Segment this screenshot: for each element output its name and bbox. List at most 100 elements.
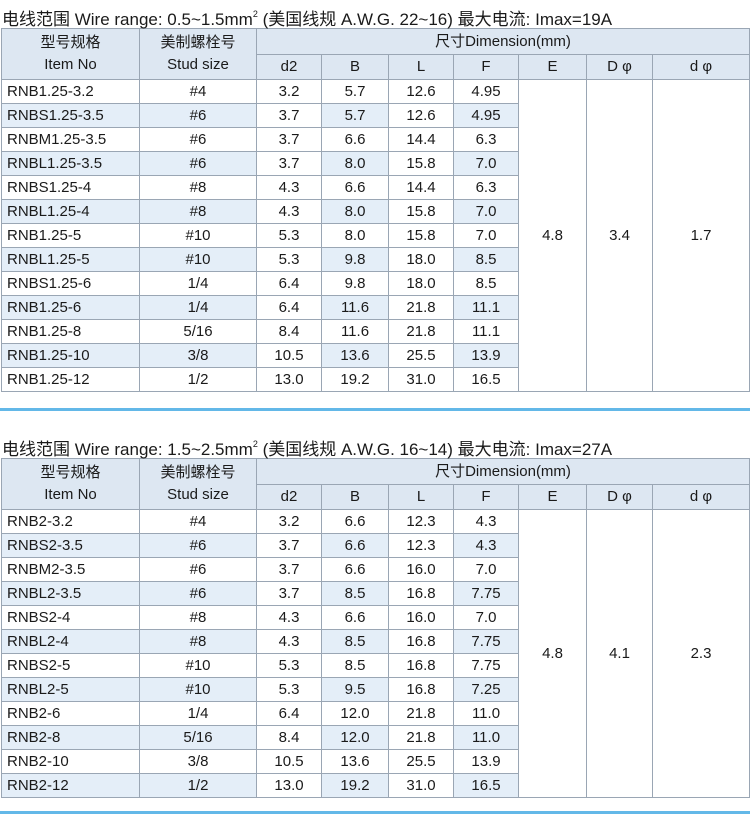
l-cell: 14.4	[388, 175, 454, 200]
table-row: RNB1.25-3.2 #4 3.2 5.7 12.6 4.95 4.8 3.4 1.7	[1, 79, 750, 392]
col-d2: d2	[256, 54, 322, 80]
col-D-phi: D φ	[586, 484, 653, 510]
table-row: RNBL2-5 #10 5.3 9.5 16.8 7.25	[1, 677, 750, 702]
f-cell: 7.0	[453, 557, 519, 582]
item-no-cell: RNBS2-4	[1, 605, 140, 630]
table-row: RNB2-8 5/16 8.4 12.0 21.8 11.0	[1, 725, 750, 750]
b-cell: 8.0	[321, 151, 389, 176]
d2-cell: 6.4	[256, 701, 322, 726]
b-cell: 8.0	[321, 223, 389, 248]
col-E: E	[518, 484, 587, 510]
d-phi-inner-cell: 2.3	[651, 509, 750, 798]
f-cell: 16.5	[453, 367, 519, 392]
l-cell: 31.0	[388, 773, 454, 798]
stud-size-cell: #10	[139, 247, 257, 272]
l-cell: 21.8	[388, 701, 454, 726]
table-row: RNBM1.25-3.5 #6 3.7 6.6 14.4 6.3	[1, 127, 750, 152]
b-cell: 6.6	[321, 533, 389, 558]
stud-size-cell: 1/4	[139, 701, 257, 726]
l-cell: 16.0	[388, 605, 454, 630]
d2-cell: 4.3	[256, 629, 322, 654]
l-cell: 18.0	[388, 271, 454, 296]
d2-cell: 10.5	[256, 343, 322, 368]
section-2: 电线范围 Wire range: 1.5~2.5mm2 (美国线规 A.W.G.…	[0, 430, 750, 798]
item-no-cell: RNB1.25-6	[1, 295, 140, 320]
l-cell: 21.8	[388, 725, 454, 750]
d2-cell: 3.7	[256, 151, 322, 176]
table-row: RNBS2-4 #8 4.3 6.6 16.0 7.0	[1, 605, 750, 630]
col-L: L	[388, 484, 454, 510]
b-cell: 5.7	[321, 103, 389, 128]
item-no-cell: RNB1.25-5	[1, 223, 140, 248]
b-cell: 6.6	[321, 175, 389, 200]
col-D-phi: D φ	[586, 54, 653, 80]
f-cell: 4.95	[453, 103, 519, 128]
dimension-header: 尺寸Dimension(mm)	[255, 458, 750, 485]
item-no-cell: RNBL2-4	[1, 629, 140, 654]
col-F: F	[453, 54, 519, 80]
l-cell: 21.8	[388, 295, 454, 320]
col-E: E	[518, 54, 587, 80]
stud-size-cell: #8	[139, 175, 257, 200]
item-no-cell: RNB1.25-3.2	[1, 79, 140, 104]
b-cell: 12.0	[321, 701, 389, 726]
f-cell: 7.0	[453, 605, 519, 630]
d2-cell: 3.7	[256, 581, 322, 606]
stud-size-cell: #6	[139, 581, 257, 606]
b-cell: 19.2	[321, 367, 389, 392]
d2-cell: 5.3	[256, 223, 322, 248]
spec-table: 型号规格 Item No 美制螺栓号 Stud size 尺寸Dimension(m…	[1, 458, 750, 798]
stud-size-cell: #6	[139, 103, 257, 128]
l-cell: 21.8	[388, 319, 454, 344]
f-cell: 11.1	[453, 319, 519, 344]
spec-table: 型号规格 Item No 美制螺栓号 Stud size 尺寸Dimension(m…	[1, 28, 750, 392]
f-cell: 8.5	[453, 271, 519, 296]
table-row: RNB2-3.2 #4 3.2 6.6 12.3 4.3 4.8 4.1 2.3	[1, 509, 750, 798]
d2-cell: 8.4	[256, 725, 322, 750]
stud-size-cell: 5/16	[139, 319, 257, 344]
l-cell: 15.8	[388, 151, 454, 176]
l-cell: 12.3	[388, 533, 454, 558]
f-cell: 7.75	[453, 629, 519, 654]
f-cell: 6.3	[453, 127, 519, 152]
d2-cell: 5.3	[256, 677, 322, 702]
item-no-cell: RNBS1.25-4	[1, 175, 140, 200]
d2-cell: 8.4	[256, 319, 322, 344]
l-cell: 25.5	[388, 749, 454, 774]
f-cell: 7.0	[453, 199, 519, 224]
d2-cell: 3.7	[256, 533, 322, 558]
table-row: RNB1.25-6 1/4 6.4 11.6 21.8 11.1	[1, 295, 750, 320]
d2-cell: 6.4	[256, 295, 322, 320]
f-cell: 7.25	[453, 677, 519, 702]
d-phi-inner-cell: 1.7	[651, 79, 750, 392]
item-no-cell: RNB1.25-12	[1, 367, 140, 392]
table-row: RNBL1.25-4 #8 4.3 8.0 15.8 7.0	[1, 199, 750, 224]
wire-range-line: 电线范围 Wire range: 1.5~2.5mm2 (美国线规 A.W.G.…	[2, 439, 613, 459]
d2-cell: 3.2	[256, 79, 322, 104]
item-no-cell: RNB2-8	[1, 725, 140, 750]
stud-size-cell: #10	[139, 653, 257, 678]
b-cell: 13.6	[321, 749, 389, 774]
stud-header: 美制螺栓号 Stud size	[139, 458, 257, 510]
b-cell: 9.8	[321, 247, 389, 272]
f-cell: 8.5	[453, 247, 519, 272]
d2-cell: 3.7	[256, 127, 322, 152]
d2-cell: 4.3	[256, 199, 322, 224]
b-cell: 8.5	[321, 629, 389, 654]
e-value-cell: 4.8	[518, 509, 587, 798]
item-no-cell: RNB1.25-8	[1, 319, 140, 344]
d2-cell: 5.3	[256, 653, 322, 678]
stud-size-cell: #8	[139, 605, 257, 630]
item-no-cell: RNBL1.25-3.5	[1, 151, 140, 176]
section-1: 电线范围 Wire range: 0.5~1.5mm2 (美国线规 A.W.G.…	[0, 0, 750, 392]
stud-size-cell: 1/2	[139, 773, 257, 798]
d2-cell: 13.0	[256, 773, 322, 798]
table-row: RNBS1.25-3.5 #6 3.7 5.7 12.6 4.95	[1, 103, 750, 128]
item-no-cell: RNB2-12	[1, 773, 140, 798]
stud-size-cell: 1/4	[139, 271, 257, 296]
b-cell: 9.8	[321, 271, 389, 296]
item-no-cell: RNB1.25-10	[1, 343, 140, 368]
col-d-phi: d φ	[651, 54, 750, 80]
col-B: B	[321, 484, 389, 510]
col-d2: d2	[256, 484, 322, 510]
